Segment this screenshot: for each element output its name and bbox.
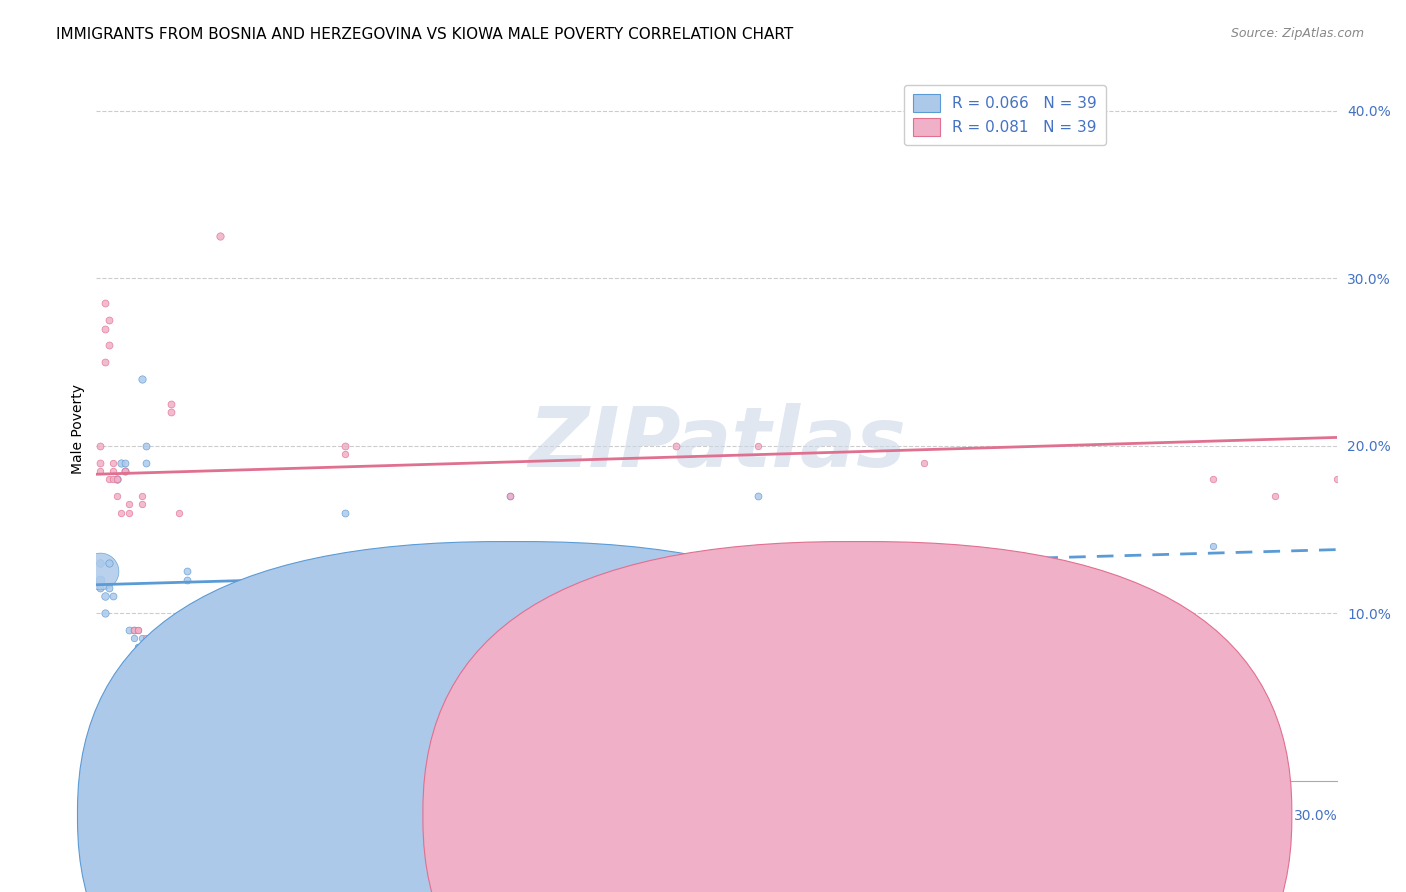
Point bbox=[131, 372, 153, 386]
Point bbox=[197, 706, 219, 721]
Point bbox=[747, 439, 769, 453]
Point bbox=[167, 506, 190, 520]
Point bbox=[139, 640, 162, 654]
Point bbox=[333, 506, 356, 520]
Point bbox=[1202, 539, 1225, 553]
Point bbox=[143, 632, 166, 646]
Point bbox=[333, 447, 356, 461]
Point bbox=[101, 472, 124, 486]
Point bbox=[101, 456, 124, 470]
Point bbox=[188, 690, 211, 704]
Text: Kiowa: Kiowa bbox=[845, 819, 887, 833]
Point bbox=[89, 456, 111, 470]
Point bbox=[118, 497, 141, 511]
Point bbox=[139, 632, 162, 646]
Text: IMMIGRANTS FROM BOSNIA AND HERZEGOVINA VS KIOWA MALE POVERTY CORRELATION CHART: IMMIGRANTS FROM BOSNIA AND HERZEGOVINA V… bbox=[56, 27, 793, 42]
Point bbox=[127, 640, 149, 654]
Point bbox=[93, 355, 115, 369]
Point bbox=[747, 489, 769, 503]
Point bbox=[231, 632, 253, 646]
Point bbox=[122, 623, 145, 637]
Point bbox=[110, 506, 132, 520]
Point bbox=[135, 632, 157, 646]
Point bbox=[159, 657, 181, 671]
Y-axis label: Male Poverty: Male Poverty bbox=[72, 384, 86, 474]
Point bbox=[499, 489, 522, 503]
Point bbox=[664, 439, 686, 453]
Point bbox=[127, 623, 149, 637]
Point bbox=[131, 632, 153, 646]
Point bbox=[176, 565, 198, 579]
Point bbox=[167, 640, 190, 654]
Point bbox=[131, 497, 153, 511]
Point bbox=[101, 464, 124, 478]
Point bbox=[114, 464, 136, 478]
Point bbox=[1202, 472, 1225, 486]
Point bbox=[912, 456, 935, 470]
Text: ZIPatlas: ZIPatlas bbox=[527, 402, 905, 483]
Point bbox=[97, 313, 120, 327]
Point bbox=[97, 556, 120, 570]
Text: 30.0%: 30.0% bbox=[1294, 809, 1337, 822]
Text: Immigrants from Bosnia and Herzegovina: Immigrants from Bosnia and Herzegovina bbox=[411, 819, 700, 833]
Point bbox=[93, 296, 115, 310]
Point bbox=[139, 632, 162, 646]
Point bbox=[148, 657, 170, 671]
Point bbox=[97, 338, 120, 352]
Point bbox=[89, 464, 111, 478]
Point bbox=[89, 439, 111, 453]
Point bbox=[499, 489, 522, 503]
Point bbox=[127, 640, 149, 654]
Point bbox=[118, 623, 141, 637]
Point bbox=[97, 581, 120, 595]
Point bbox=[1264, 489, 1286, 503]
Point bbox=[127, 623, 149, 637]
Point bbox=[135, 439, 157, 453]
Text: Source: ZipAtlas.com: Source: ZipAtlas.com bbox=[1230, 27, 1364, 40]
Legend: R = 0.066   N = 39, R = 0.081   N = 39: R = 0.066 N = 39, R = 0.081 N = 39 bbox=[904, 85, 1107, 145]
Point bbox=[89, 565, 111, 579]
Point bbox=[114, 464, 136, 478]
Point bbox=[97, 472, 120, 486]
Point bbox=[131, 489, 153, 503]
Point bbox=[135, 456, 157, 470]
Point bbox=[333, 439, 356, 453]
Point bbox=[176, 573, 198, 587]
Point bbox=[89, 573, 111, 587]
Point bbox=[118, 506, 141, 520]
Point bbox=[105, 489, 128, 503]
Point bbox=[167, 632, 190, 646]
Point bbox=[122, 623, 145, 637]
Point bbox=[1326, 472, 1348, 486]
Point bbox=[93, 321, 115, 335]
Point bbox=[176, 632, 198, 646]
Point bbox=[122, 632, 145, 646]
Text: 0.0%: 0.0% bbox=[97, 809, 131, 822]
Point bbox=[159, 397, 181, 411]
Point bbox=[93, 590, 115, 604]
Point bbox=[114, 456, 136, 470]
Point bbox=[89, 556, 111, 570]
Point bbox=[231, 623, 253, 637]
Point bbox=[105, 472, 128, 486]
Point bbox=[159, 405, 181, 419]
Point bbox=[93, 606, 115, 620]
Point bbox=[89, 581, 111, 595]
Point bbox=[101, 590, 124, 604]
Point bbox=[110, 456, 132, 470]
Point bbox=[105, 472, 128, 486]
Point bbox=[209, 229, 232, 244]
